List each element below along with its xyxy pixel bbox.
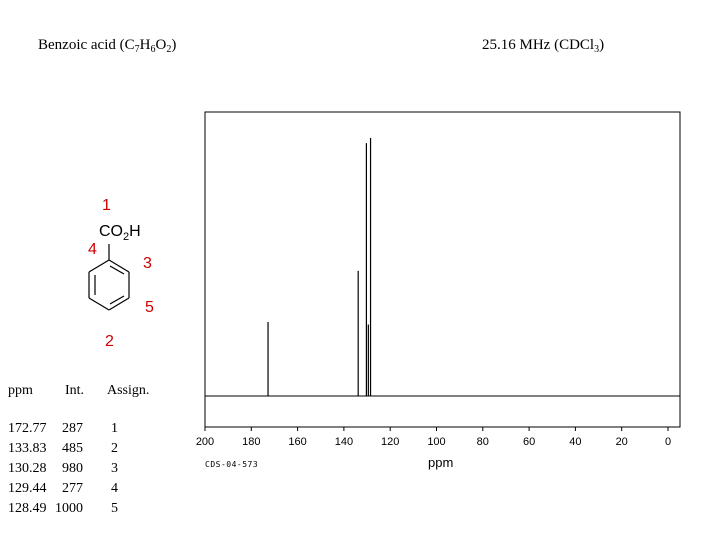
cell-assignment: 5 bbox=[111, 501, 118, 516]
cell-assignment: 4 bbox=[111, 481, 118, 496]
carboxyl-co: CO bbox=[99, 223, 123, 240]
x-tick-label: 200 bbox=[196, 436, 214, 448]
cell-ppm: 130.28 bbox=[8, 461, 47, 476]
ring-bond-top-left bbox=[88, 259, 110, 273]
carbon-label-1: 1 bbox=[102, 197, 111, 214]
x-tick-label: 140 bbox=[335, 436, 353, 448]
cell-intensity: 287 bbox=[62, 421, 83, 436]
ring-bond-bottom-right bbox=[108, 297, 130, 311]
carbon-label-4: 4 bbox=[88, 241, 97, 258]
ring-double-bond-1 bbox=[109, 265, 125, 275]
sample-code: CDS-04-573 bbox=[205, 460, 259, 469]
x-tick-label: 0 bbox=[665, 436, 671, 448]
frequency-prefix: 25.16 MHz (CDCl bbox=[482, 37, 595, 53]
frequency-sub: 3 bbox=[594, 44, 600, 55]
formula-sub-o: 2 bbox=[166, 44, 172, 55]
x-tick-label: 120 bbox=[381, 436, 399, 448]
x-tick-label: 180 bbox=[242, 436, 260, 448]
formula-o: O bbox=[155, 37, 167, 53]
cell-intensity: 277 bbox=[62, 481, 83, 496]
compound-name: Benzoic acid bbox=[38, 37, 116, 53]
header-assignment: Assign. bbox=[107, 383, 150, 398]
cell-intensity: 1000 bbox=[55, 501, 83, 516]
x-tick-label: 40 bbox=[569, 436, 581, 448]
carbon-label-2: 2 bbox=[105, 333, 114, 350]
x-axis-label: ppm bbox=[428, 455, 454, 470]
ring-double-bond-3 bbox=[109, 295, 125, 305]
cell-assignment: 2 bbox=[111, 441, 118, 456]
formula-suffix: ) bbox=[171, 37, 177, 53]
x-tick-label: 60 bbox=[523, 436, 535, 448]
ring-bond-top-right bbox=[108, 259, 130, 273]
formula-sub-c: 7 bbox=[134, 44, 140, 55]
frequency-suffix: ) bbox=[599, 37, 605, 53]
structure-drawing: 1 CO2H 4 3 5 2 bbox=[88, 197, 154, 350]
cell-ppm: 172.77 bbox=[8, 421, 47, 436]
cell-ppm: 133.83 bbox=[8, 441, 47, 456]
x-tick-label: 20 bbox=[616, 436, 628, 448]
ring-bond-bottom-left bbox=[88, 297, 110, 311]
benzene-ring bbox=[88, 244, 130, 311]
cell-intensity: 485 bbox=[62, 441, 83, 456]
frequency-title: 25.16 MHz (CDCl3) bbox=[482, 37, 605, 55]
cell-assignment: 1 bbox=[111, 421, 118, 436]
carboxyl-group-label: CO2H bbox=[99, 223, 141, 243]
cell-ppm: 128.49 bbox=[8, 501, 47, 516]
x-tick-label: 80 bbox=[477, 436, 489, 448]
compound-title: Benzoic acid (C7H6O2) bbox=[38, 37, 177, 55]
x-tick-label: 100 bbox=[427, 436, 445, 448]
cell-ppm: 129.44 bbox=[8, 481, 47, 496]
header-intensity: Int. bbox=[65, 383, 85, 398]
benzoic-acid-structure: 1 CO2H 4 3 5 2 bbox=[70, 190, 180, 350]
formula-sub-h: 6 bbox=[150, 44, 156, 55]
carbon-label-5: 5 bbox=[145, 299, 154, 316]
x-tick-label: 160 bbox=[288, 436, 306, 448]
carboxyl-sub: 2 bbox=[123, 231, 129, 243]
cell-intensity: 980 bbox=[62, 461, 83, 476]
header-ppm: ppm bbox=[8, 383, 33, 398]
carbon-label-3: 3 bbox=[143, 255, 152, 272]
plot-frame bbox=[204, 111, 681, 428]
cell-assignment: 3 bbox=[111, 461, 118, 476]
formula-h: H bbox=[139, 37, 151, 53]
carboxyl-h: H bbox=[129, 223, 141, 240]
formula-prefix: (C bbox=[115, 37, 135, 53]
